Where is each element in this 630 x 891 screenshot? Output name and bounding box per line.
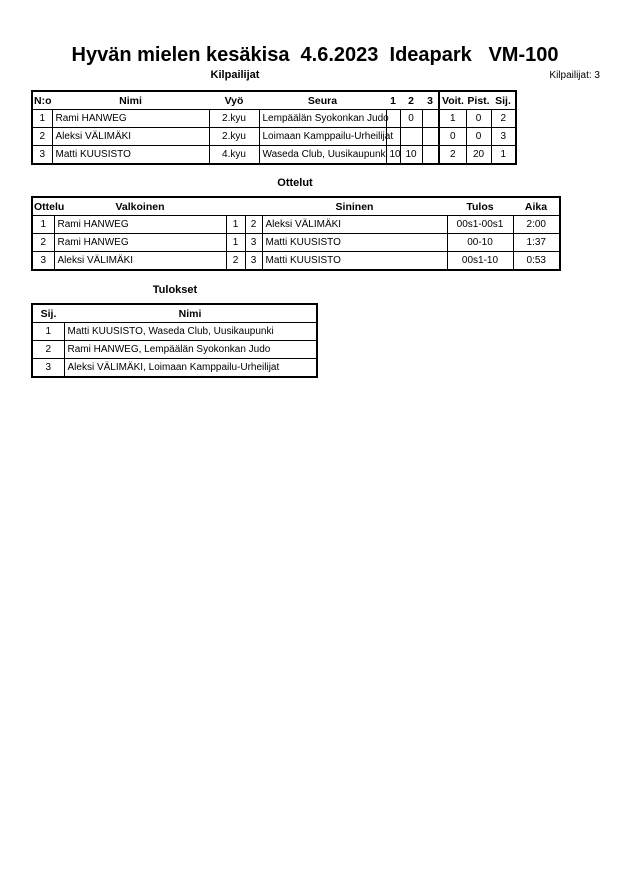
- table-cell: 1: [490, 145, 517, 165]
- table-row: 1 Rami HANWEG 1 2 Aleksi VÄLIMÄKI 00s1-00s1 2:…: [31, 215, 561, 234]
- table-cell: 2: [244, 215, 263, 234]
- table-row: 2 Rami HANWEG, Lempäälän Syokonkan Judo: [31, 340, 318, 359]
- page-title: Hyvän mielen kesäkisa 4.6.2023 Ideapark …: [71, 44, 559, 66]
- table-row: 3 Matti KUUSISTO 4.kyu Waseda Club, Uusikau…: [31, 145, 517, 165]
- column-header: 2: [408, 94, 414, 107]
- column-header: Sij.: [495, 94, 511, 107]
- table-cell: 0: [465, 109, 492, 128]
- table-cell: 10: [399, 145, 423, 165]
- column-header: 1: [390, 94, 396, 107]
- table-cell: Rami HANWEG, Lempäälän Syokonkan Judo: [63, 340, 318, 359]
- header-row: N:o Nimi Vyö Seura 1 2 3 Voit. Pist. Sij.: [32, 91, 516, 110]
- table-cell: 00s1-00s1: [446, 215, 514, 234]
- table-cell: 10: [385, 145, 401, 165]
- results-heading: Tulokset: [152, 284, 198, 296]
- table-row: 3 Aleksi VÄLIMÄKI 2 3 Matti KUUSISTO 00s1-10 0…: [31, 251, 561, 271]
- table-row: 3 Aleksi VÄLIMÄKI, Loimaan Kamppailu-Urhe…: [31, 358, 318, 378]
- competitor-count: Kilpailijat: 3: [549, 70, 600, 81]
- table-cell: [421, 109, 440, 128]
- table-cell: Aleksi VÄLIMÄKI: [51, 127, 210, 146]
- table-cell: Lempäälän Syokonkan Judo: [258, 109, 389, 128]
- table-cell: Matti KUUSISTO: [261, 251, 448, 271]
- table-cell: 1:37: [512, 233, 561, 252]
- column-header: Sij.: [40, 307, 57, 320]
- table-cell: 0: [438, 127, 467, 146]
- column-header: Valkoinen: [115, 200, 165, 213]
- column-header: Pist.: [467, 94, 490, 107]
- table-cell: 2: [490, 109, 517, 128]
- table-cell: 1: [225, 233, 246, 252]
- table-cell: 0: [465, 127, 492, 146]
- results-table: Sij. Nimi 1 Matti KUUSISTO, Waseda Club, Uu…: [31, 303, 318, 378]
- table-cell: [421, 127, 440, 146]
- table-cell: 3: [31, 251, 55, 271]
- table-cell: 0:53: [512, 251, 561, 271]
- table-row: 1 Matti KUUSISTO, Waseda Club, Uusikaupun…: [31, 322, 318, 341]
- table-cell: 2: [31, 340, 65, 359]
- header-row: Sij. Nimi: [32, 304, 317, 323]
- table-cell: Rami HANWEG: [53, 215, 227, 234]
- table-cell: Rami HANWEG: [51, 109, 210, 128]
- column-header: [245, 197, 262, 216]
- matches-table: Ottelu Valkoinen Sininen Tulos Aika 1 Rami HAN…: [31, 196, 561, 271]
- table-cell: 00s1-10: [446, 251, 514, 271]
- table-cell: [421, 145, 440, 165]
- table-cell: 2: [31, 127, 53, 146]
- table-cell: 2: [225, 251, 246, 271]
- table-cell: 0: [399, 109, 423, 128]
- table-cell: 1: [31, 215, 55, 234]
- table-cell: Aleksi VÄLIMÄKI: [261, 215, 448, 234]
- table-cell: 1: [31, 322, 65, 341]
- column-header: Nimi: [119, 94, 142, 107]
- table-cell: Matti KUUSISTO, Waseda Club, Uusikaupunk…: [63, 322, 318, 341]
- table-cell: 3: [490, 127, 517, 146]
- table-cell: Rami HANWEG: [53, 233, 227, 252]
- table-cell: 1: [225, 215, 246, 234]
- table-cell: 2: [31, 233, 55, 252]
- table-cell: Aleksi VÄLIMÄKI, Loimaan Kamppailu-Urhei…: [63, 358, 318, 378]
- column-header: Vyö: [224, 94, 244, 107]
- matches-heading: Ottelut: [277, 177, 313, 189]
- table-cell: Matti KUUSISTO: [51, 145, 210, 165]
- table-cell: 3: [244, 251, 263, 271]
- column-header: Seura: [307, 94, 338, 107]
- table-cell: 1: [438, 109, 467, 128]
- column-header: Ottelu: [34, 200, 65, 213]
- table-cell: 2.kyu: [208, 109, 260, 128]
- table-cell: 00-10: [446, 233, 514, 252]
- column-header: Voit.: [438, 91, 466, 110]
- table-cell: 1: [31, 109, 53, 128]
- table-cell: 3: [31, 145, 53, 165]
- table-row: 2 Aleksi VÄLIMÄKI 2.kyu Loimaan Kamppailu-U…: [31, 127, 517, 146]
- column-header: Aika: [524, 200, 548, 213]
- column-header: Sininen: [335, 200, 374, 213]
- header-row: Ottelu Valkoinen Sininen Tulos Aika: [32, 197, 560, 216]
- table-cell: 20: [465, 145, 492, 165]
- table-cell: 4.kyu: [208, 145, 260, 165]
- table-cell: Loimaan Kamppailu-Urheilijat: [258, 127, 393, 146]
- table-cell: 2.kyu: [208, 127, 260, 146]
- table-cell: 2:00: [512, 215, 561, 234]
- table-cell: 3: [244, 233, 263, 252]
- column-header: N:o: [34, 94, 52, 107]
- column-header: 3: [427, 94, 433, 107]
- column-header: Nimi: [178, 307, 202, 320]
- table-cell: 3: [31, 358, 65, 378]
- table-cell: 2: [438, 145, 467, 165]
- table-cell: [399, 127, 423, 146]
- table-cell: Aleksi VÄLIMÄKI: [53, 251, 227, 271]
- column-header: Tulos: [466, 200, 494, 213]
- competitors-heading: Kilpailijat: [210, 69, 260, 81]
- column-header: [226, 197, 245, 216]
- table-row: 1 Rami HANWEG 2.kyu Lempäälän Syokonkan Jud…: [31, 109, 517, 128]
- table-cell: Waseda Club, Uusikaupunki: [258, 145, 388, 165]
- table-row: 2 Rami HANWEG 1 3 Matti KUUSISTO 00-10 1:37: [31, 233, 561, 252]
- competitors-table: N:o Nimi Vyö Seura 1 2 3 Voit. Pist. Sij. 1 Rami HA…: [31, 90, 517, 165]
- table-cell: Matti KUUSISTO: [261, 233, 448, 252]
